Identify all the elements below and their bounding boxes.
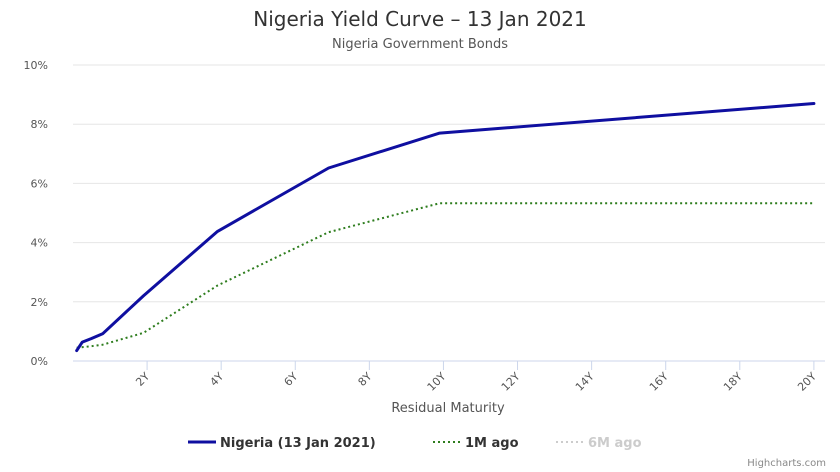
x-axis: 2Y 4Y 6Y 8Y 10Y 12Y 14Y 16Y 18Y 20Y <box>73 360 825 394</box>
x-tick-label: 14Y <box>573 370 597 394</box>
x-axis-title: Residual Maturity <box>391 401 505 416</box>
grid-lines <box>73 64 825 362</box>
x-tick-label: 20Y <box>795 370 819 394</box>
x-tick-label: 2Y <box>133 370 152 389</box>
chart-subtitle: Nigeria Government Bonds <box>332 37 508 52</box>
x-tick-label: 16Y <box>647 370 671 394</box>
x-tick-label: 8Y <box>356 370 375 389</box>
y-tick-label: 6% <box>31 177 48 190</box>
legend-label: 6M ago <box>588 436 642 451</box>
x-tick-label: 12Y <box>499 370 523 394</box>
legend-item-1[interactable]: 1M ago <box>433 436 519 451</box>
x-tick-label: 10Y <box>425 370 449 394</box>
y-tick-label: 4% <box>31 237 48 250</box>
y-tick-label: 8% <box>31 118 48 131</box>
legend-item-0[interactable]: Nigeria (13 Jan 2021) <box>188 436 376 451</box>
y-tick-label: 2% <box>31 296 48 309</box>
chart-title: Nigeria Yield Curve – 13 Jan 2021 <box>253 7 587 31</box>
series-line-0[interactable] <box>75 102 816 353</box>
legend-label: Nigeria (13 Jan 2021) <box>220 436 376 451</box>
series-layer <box>75 102 816 353</box>
x-tick-label: 6Y <box>281 370 300 389</box>
y-tick-label: 10% <box>24 59 48 72</box>
x-tick-label: 4Y <box>207 370 226 389</box>
credits-link[interactable]: Highcharts.com <box>747 458 826 469</box>
y-axis-labels: 0% 2% 4% 6% 8% 10% <box>24 59 48 368</box>
y-tick-label: 0% <box>31 355 48 368</box>
legend: Nigeria (13 Jan 2021) 1M ago 6M ago <box>188 436 642 451</box>
legend-label: 1M ago <box>465 436 519 451</box>
x-tick-label: 18Y <box>721 370 745 394</box>
series-line-1[interactable] <box>76 202 814 349</box>
legend-item-2[interactable]: 6M ago <box>556 436 642 451</box>
